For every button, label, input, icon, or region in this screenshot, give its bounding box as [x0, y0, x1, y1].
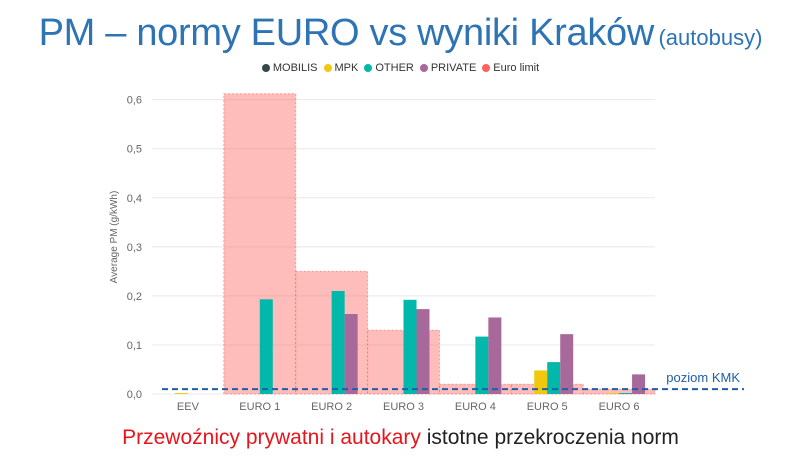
x-tick-label: EURO 6 — [599, 401, 640, 413]
bar — [475, 336, 489, 394]
caption-rest: istotne przekroczenia norm — [420, 426, 679, 449]
x-tick-label: EEV — [177, 401, 200, 413]
legend-label: Euro limit — [493, 62, 540, 74]
bar — [632, 374, 646, 394]
legend-item: Euro limit — [482, 62, 539, 74]
x-tick-label: EURO 4 — [455, 401, 496, 413]
legend-item: OTHER — [364, 62, 414, 74]
legend-label: OTHER — [375, 62, 414, 74]
slide-title: PM – normy EURO vs wyniki Kraków (autobu… — [0, 12, 801, 55]
y-tick-label: 0,0 — [127, 389, 142, 401]
x-tick-label: EURO 1 — [239, 401, 280, 413]
bar — [331, 290, 345, 394]
x-tick-label: EURO 3 — [383, 401, 424, 413]
y-tick-label: 0,3 — [127, 242, 142, 254]
bar — [403, 299, 417, 394]
bar — [488, 317, 502, 394]
bar — [344, 314, 358, 394]
y-tick-label: 0,6 — [127, 95, 142, 107]
bar — [534, 370, 548, 394]
y-tick-label: 0,4 — [127, 193, 142, 205]
legend-dot — [419, 64, 428, 72]
bar — [547, 362, 561, 394]
slide-caption: Przewoźnicy prywatni i autokary istotne … — [0, 426, 801, 450]
y-axis-label: Average PM (g/kWh) — [109, 191, 120, 284]
x-tick-label: EURO 5 — [527, 401, 568, 413]
bar — [416, 309, 430, 394]
y-tick-label: 0,1 — [127, 340, 142, 352]
caption-highlight: Przewoźnicy prywatni i autokary — [122, 426, 421, 449]
slide-title-main: PM – normy EURO vs wyniki Kraków — [38, 12, 655, 54]
reference-line-label: poziom KMK — [666, 370, 740, 385]
legend-dot — [323, 64, 332, 72]
bar — [560, 334, 574, 394]
legend-dot — [364, 64, 373, 72]
chart-legend: MOBILIS MPK OTHER PRIVATE Euro limit — [0, 62, 801, 74]
bar — [174, 393, 188, 395]
bar — [259, 299, 273, 394]
legend-label: PRIVATE — [430, 62, 477, 74]
y-tick-label: 0,5 — [127, 144, 142, 156]
x-tick-label: EURO 2 — [311, 401, 352, 413]
legend-dot — [261, 64, 270, 72]
legend-dot — [482, 64, 491, 72]
bar — [606, 393, 620, 395]
legend-item: PRIVATE — [419, 62, 477, 74]
slide-title-suffix: (autobusy) — [658, 25, 763, 50]
legend-item: MOBILIS — [261, 62, 318, 74]
bar — [619, 393, 633, 395]
legend-item: MPK — [323, 62, 359, 74]
y-tick-label: 0,2 — [127, 291, 142, 303]
legend-label: MOBILIS — [272, 62, 318, 74]
legend-label: MPK — [334, 62, 359, 74]
